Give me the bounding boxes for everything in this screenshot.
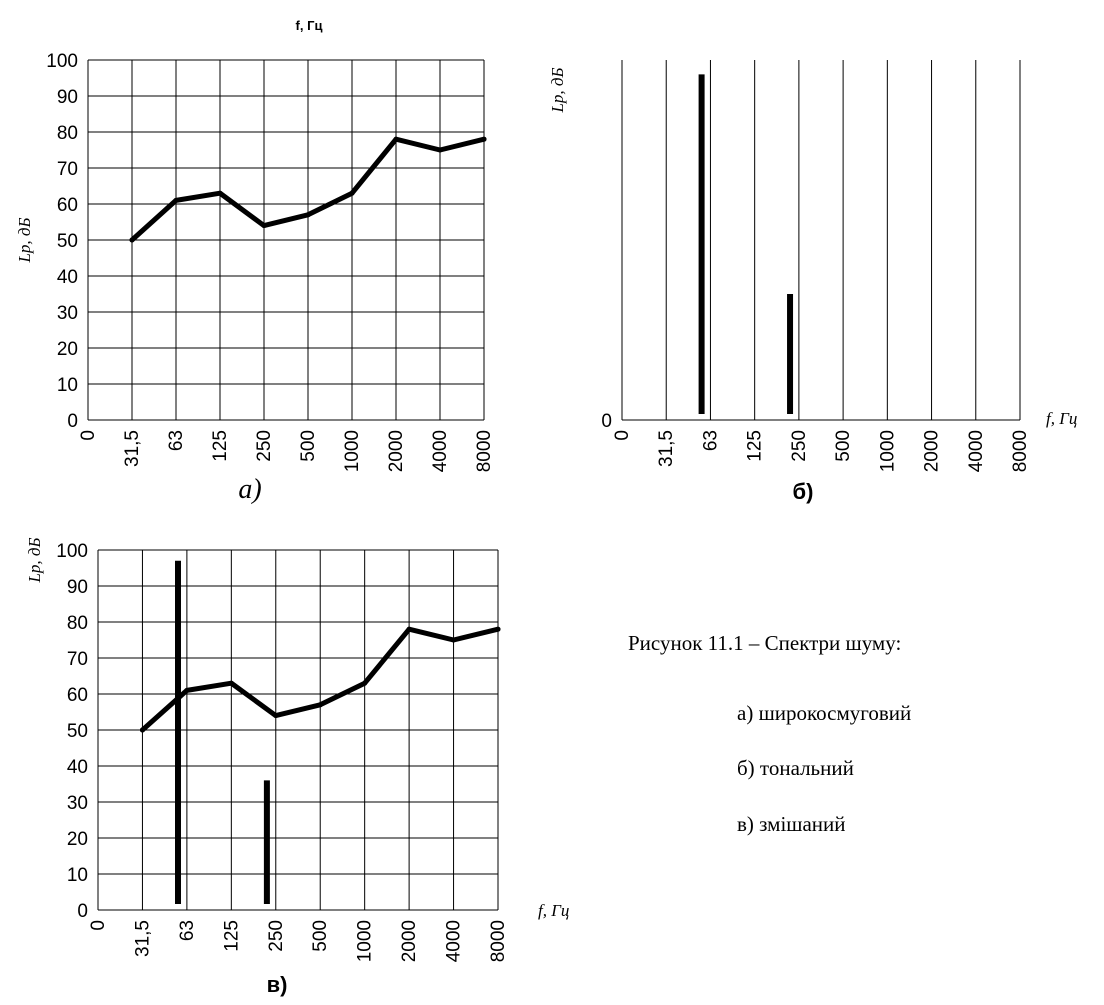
y-tick-label: 50 xyxy=(67,721,88,742)
y-tick-label: 20 xyxy=(57,339,78,360)
y-tick-label: 70 xyxy=(57,159,78,180)
y-tick-labels: 0 xyxy=(601,411,612,432)
y-tick-labels: 0 10 20 30 40 50 60 70 80 90 100 xyxy=(56,541,88,922)
x-tick-label: 63 xyxy=(166,430,187,451)
caption-item-a: а) широкосмуговий xyxy=(737,701,911,725)
x-tick-labels: 0 31,5 63 125 250 500 1000 2000 4000 8000 xyxy=(78,430,495,472)
x-tick-label: 500 xyxy=(310,920,331,952)
x-tick-label: 0 xyxy=(78,430,99,441)
data-point xyxy=(273,713,279,719)
chart-b: 00 31,5 63 125 250 500 1000 2000 4000 8000 Lp, дБ f… xyxy=(548,60,1077,504)
grid xyxy=(97,549,499,911)
x-tick-label: 2000 xyxy=(399,920,420,962)
panel-label: б) xyxy=(793,479,814,504)
x-tick-label: 31,5 xyxy=(656,430,677,467)
data-point xyxy=(305,212,311,218)
y-tick-label: 20 xyxy=(67,829,88,850)
y-tick-label: 0 xyxy=(601,411,612,432)
x-tick-label: 4000 xyxy=(966,430,987,472)
x-tick-label: 63 xyxy=(700,430,721,451)
y-tick-label: 40 xyxy=(67,757,88,778)
y-tick-label: 80 xyxy=(67,613,88,634)
x-tick-labels: 0 31,5 63 125 250 500 1000 2000 4000 8000 xyxy=(612,430,1031,472)
data-point xyxy=(495,626,501,632)
data-point xyxy=(393,136,399,142)
y-tick-label: 80 xyxy=(57,123,78,144)
data-point xyxy=(217,190,223,196)
data-point xyxy=(437,147,443,153)
x-tick-label: 31,5 xyxy=(132,920,153,957)
data-point xyxy=(261,223,267,229)
x-axis-label: f, Гц xyxy=(1046,409,1077,428)
x-tick-label: 8000 xyxy=(1010,430,1031,472)
x-tick-label: 125 xyxy=(221,920,242,952)
x-tick-label: 500 xyxy=(833,430,854,462)
x-tick-label: 8000 xyxy=(474,430,495,472)
x-tick-label: 250 xyxy=(254,430,275,462)
top-unit-label: f, Гц xyxy=(296,18,323,33)
data-point xyxy=(362,680,368,686)
data-point xyxy=(317,702,323,708)
grid xyxy=(87,59,485,421)
y-tick-label: 60 xyxy=(67,685,88,706)
x-tick-label: 63 xyxy=(177,920,198,941)
figure-caption: Рисунок 11.1 – Спектри шуму: а) широкосм… xyxy=(628,631,911,836)
x-tick-label: 4000 xyxy=(444,920,465,962)
y-tick-label: 10 xyxy=(57,375,78,396)
data-point xyxy=(173,197,179,203)
panel-label: а) xyxy=(238,474,261,505)
caption-title: Рисунок 11.1 – Спектри шуму: xyxy=(628,631,901,655)
y-tick-label: 100 xyxy=(46,51,78,72)
data-point xyxy=(139,727,145,733)
x-tick-label: 1000 xyxy=(342,430,363,472)
y-axis-label: Lp, дБ xyxy=(15,217,34,263)
y-tick-label: 0 xyxy=(67,411,78,432)
data-point xyxy=(406,626,412,632)
y-axis-label: Lp, дБ xyxy=(548,67,567,113)
y-tick-label: 10 xyxy=(67,865,88,886)
data-point xyxy=(228,680,234,686)
y-tick-label: 30 xyxy=(57,303,78,324)
y-tick-labels: 0 10 20 30 40 50 60 70 80 90 100 xyxy=(46,51,78,432)
x-tick-label: 0 xyxy=(612,430,633,441)
y-axis-label: Lp, дБ xyxy=(25,537,44,583)
data-point xyxy=(184,687,190,693)
y-tick-label: 30 xyxy=(67,793,88,814)
data-point xyxy=(451,637,457,643)
x-tick-label: 125 xyxy=(210,430,231,462)
y-tick-label: 40 xyxy=(57,267,78,288)
y-tick-label: 90 xyxy=(57,87,78,108)
x-tick-label: 500 xyxy=(298,430,319,462)
caption-item-b: б) тональний xyxy=(737,756,854,780)
y-tick-label: 70 xyxy=(67,649,88,670)
x-tick-label: 0 xyxy=(88,920,109,931)
data-point xyxy=(129,237,135,243)
grid xyxy=(621,60,1021,421)
panel-label: в) xyxy=(267,972,288,997)
y-tick-label: 100 xyxy=(56,541,88,562)
x-tick-label: 250 xyxy=(266,920,287,952)
x-tick-label: 250 xyxy=(789,430,810,462)
x-tick-label: 125 xyxy=(745,430,766,462)
y-tick-label: 90 xyxy=(67,577,88,598)
y-tick-label: 60 xyxy=(57,195,78,216)
x-tick-label: 2000 xyxy=(922,430,943,472)
x-axis-label: f, Гц xyxy=(538,901,569,920)
x-tick-label: 4000 xyxy=(430,430,451,472)
x-tick-label: 31,5 xyxy=(122,430,143,467)
x-tick-label: 2000 xyxy=(386,430,407,472)
data-point xyxy=(481,136,487,142)
x-tick-label: 1000 xyxy=(355,920,376,962)
x-tick-label: 8000 xyxy=(488,920,509,962)
caption-item-c: в) змішаний xyxy=(737,812,846,836)
x-tick-labels: 0 31,5 63 125 250 500 1000 2000 4000 8000 xyxy=(88,920,509,962)
x-tick-label: 1000 xyxy=(877,430,898,472)
y-tick-label: 0 xyxy=(77,901,88,922)
y-tick-label: 50 xyxy=(57,231,78,252)
data-point xyxy=(349,190,355,196)
